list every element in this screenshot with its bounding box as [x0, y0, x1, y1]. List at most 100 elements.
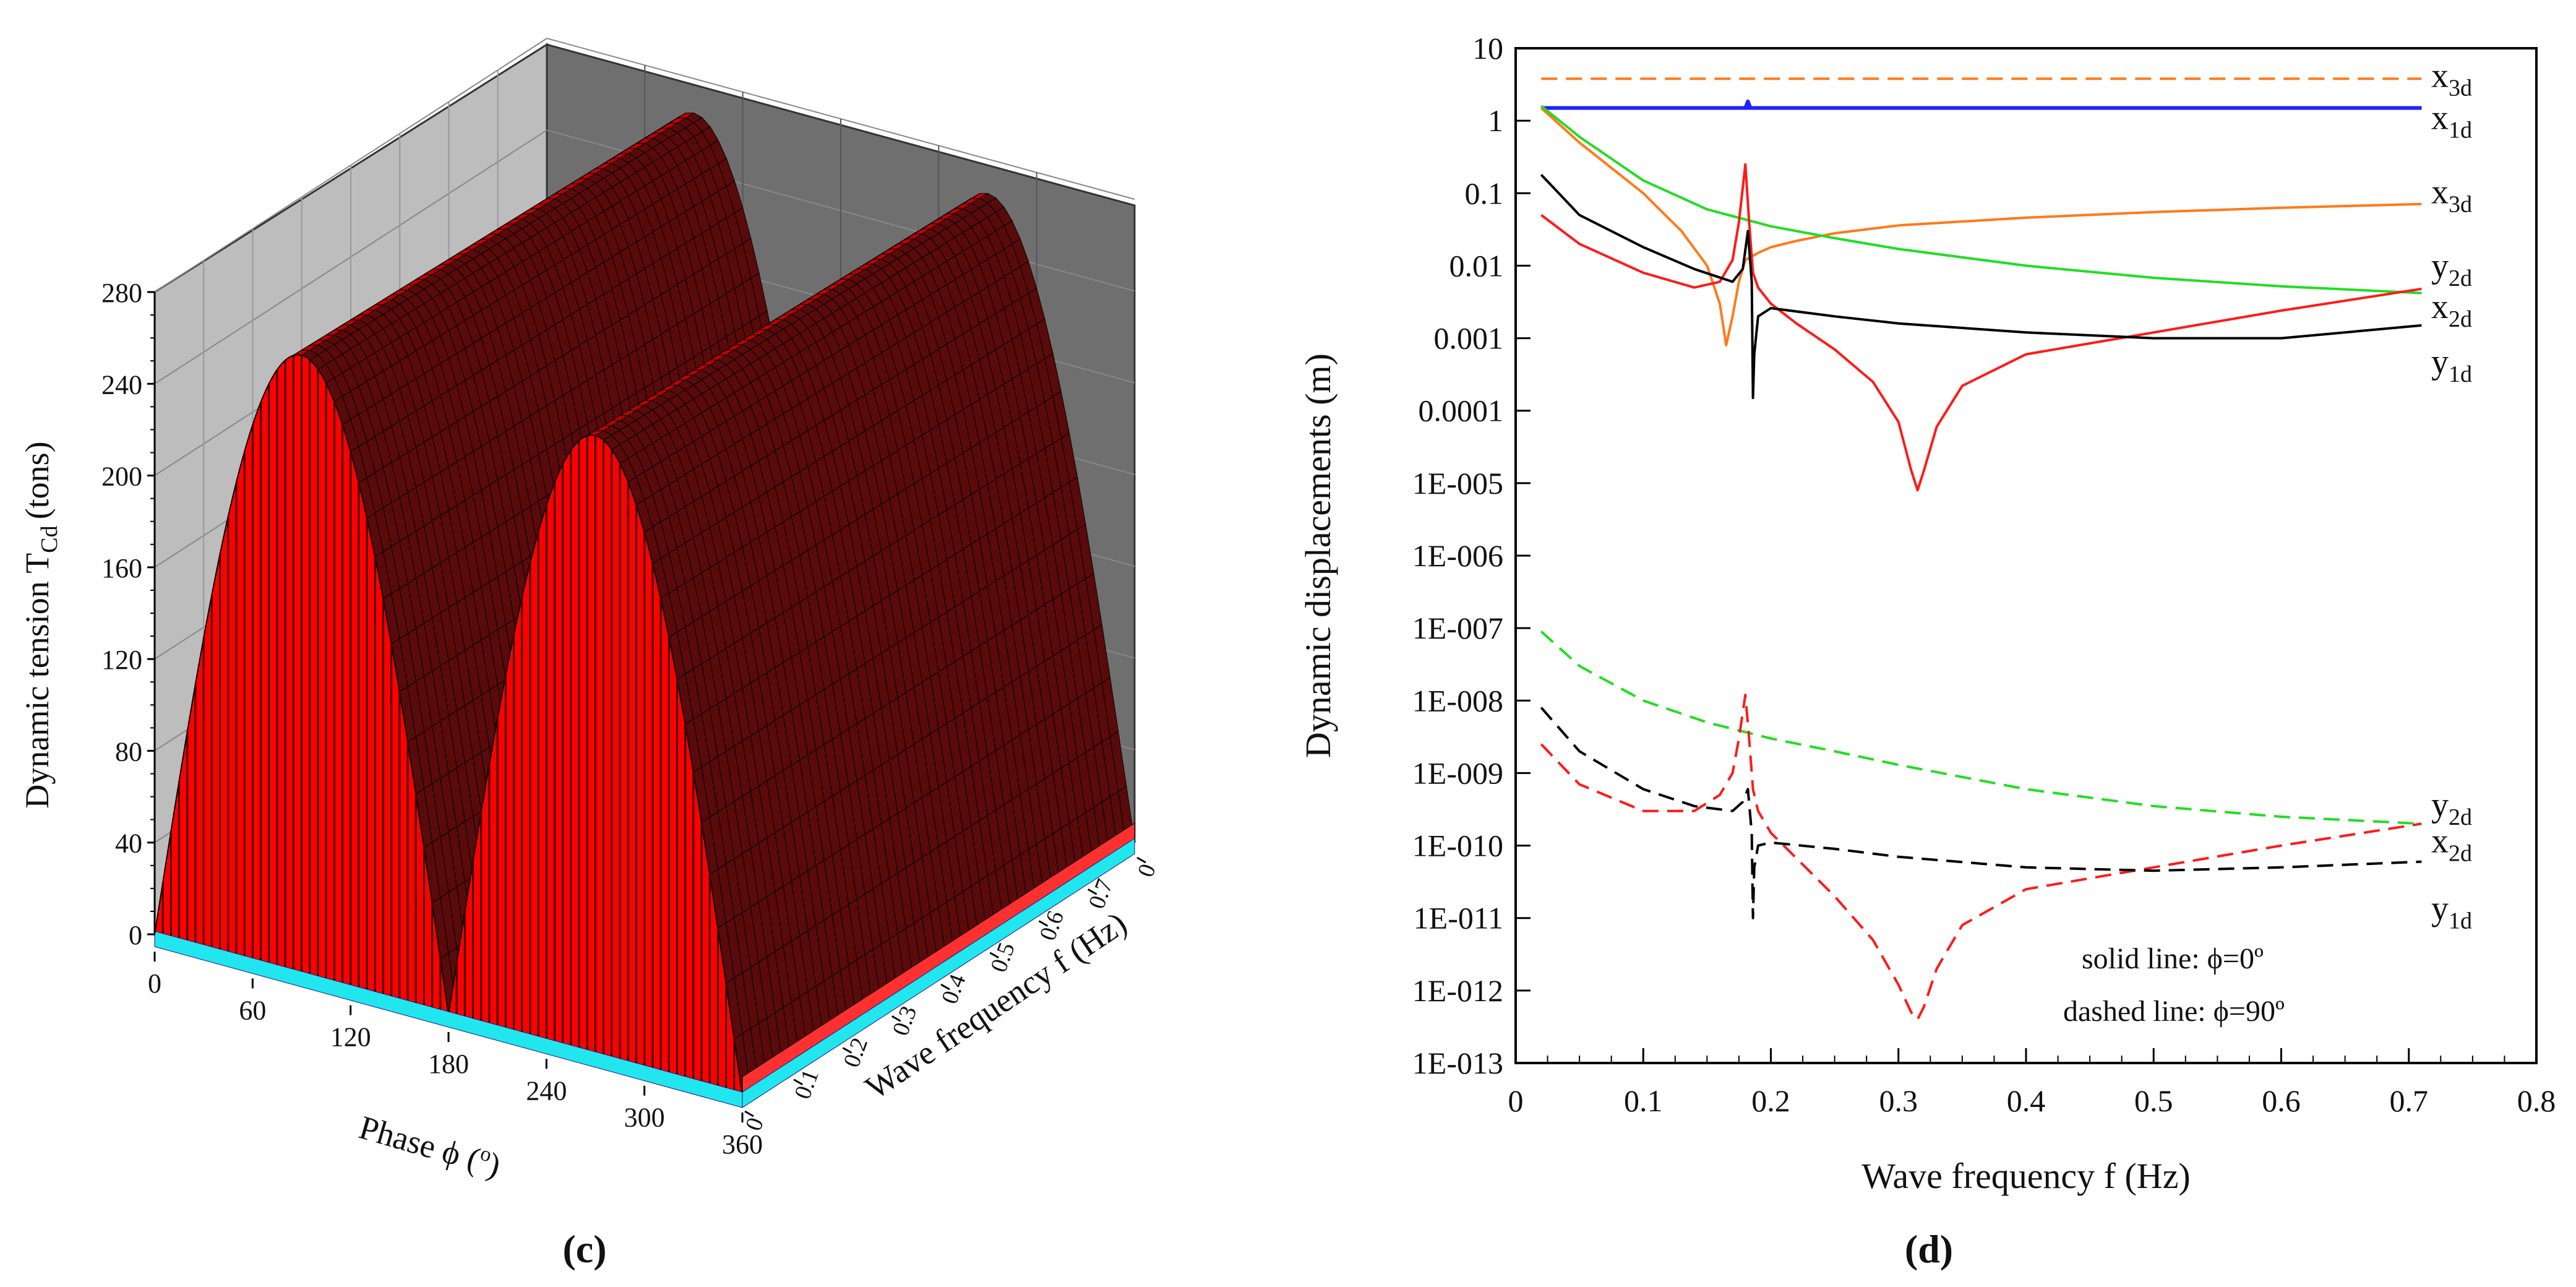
frequency-tick-label: 0 — [1133, 861, 1161, 880]
series-line-green-solid — [1540, 105, 2422, 295]
frequency-tick — [793, 1078, 803, 1086]
tension-tick-label: 280 — [101, 278, 142, 308]
x-tick-label: 0.6 — [2262, 1083, 2301, 1118]
panel-c-label: (c) — [562, 1227, 606, 1271]
x-tick-label: 0.5 — [2134, 1083, 2173, 1118]
series-label: y1d — [2431, 889, 2472, 934]
base-strip-right — [742, 838, 1135, 1108]
panel-d-line-chart: 10 1 0.1 0.01 0.001 0.0001 1E-005 1E-006 1E-007 1… — [1298, 31, 2556, 1271]
series-label-sub: 3d — [2449, 75, 2472, 101]
series-label-main: y — [2431, 889, 2449, 928]
series-label-main: y — [2431, 247, 2449, 285]
series-label-sub: 1d — [2449, 118, 2472, 144]
x-tick-label: 0 — [1508, 1083, 1524, 1118]
y-tick-label: 0.001 — [1434, 321, 1504, 356]
tension-axis-title: Dynamic tension TCd(tons) — [19, 441, 62, 808]
phase-tick-label: 240 — [526, 1075, 567, 1106]
series-label: y2d — [2431, 247, 2472, 291]
frequency-tick — [940, 983, 950, 991]
x-tick-label: 0.4 — [2007, 1083, 2046, 1118]
tension-tick-label: 80 — [115, 736, 142, 767]
phase-tick-label: 360 — [722, 1129, 763, 1160]
frequency-tick — [1038, 920, 1049, 927]
x-axis-title: Wave frequency f (Hz) — [1861, 1156, 2191, 1196]
x-tick-label: 0.3 — [1879, 1083, 1918, 1118]
series-label-main: x — [2431, 57, 2449, 95]
series-label-main: y — [2431, 786, 2449, 824]
series-label-main: x — [2431, 288, 2449, 326]
panel-d-label: (d) — [1905, 1227, 1953, 1271]
phase-tick-label: 60 — [239, 995, 266, 1025]
y-tick-label: 1E-013 — [1412, 1046, 1503, 1080]
series-label-main: y — [2431, 343, 2449, 381]
series-label-sub: 2d — [2449, 804, 2472, 830]
tension-tick-label: 0 — [129, 920, 142, 950]
plot-frame — [1514, 47, 2538, 1064]
phase-ticks: 0 60 120 180 240 300 360 — [148, 952, 763, 1160]
series-label: y1d — [2431, 343, 2472, 387]
y-tick-label: 1E-007 — [1412, 611, 1503, 645]
series-line-green-dashed — [1540, 631, 2422, 825]
legend-note-dashed: dashed line: ϕ=90º — [2063, 995, 2285, 1028]
tension-tick-label: 40 — [115, 829, 142, 859]
y-tick-label: 1E-012 — [1412, 973, 1503, 1008]
series-label-sub: 3d — [2449, 191, 2472, 217]
frequency-tick — [1136, 856, 1146, 864]
y-tick-label: 10 — [1472, 31, 1503, 66]
tension-surface — [153, 113, 1135, 1096]
x-tick-label: 0.1 — [1624, 1083, 1663, 1118]
series-label-main: x — [2431, 173, 2449, 211]
y-tick-label: 1E-010 — [1412, 829, 1503, 863]
series-label-sub: 2d — [2449, 841, 2472, 867]
phase-tick-label: 120 — [330, 1022, 371, 1052]
tension-tick-label: 120 — [101, 645, 142, 675]
series-label-sub: 2d — [2449, 265, 2472, 291]
x-tick-label: 0.8 — [2517, 1083, 2556, 1118]
series-label-sub: 1d — [2449, 361, 2472, 387]
series-line-orange-solid — [1540, 107, 2422, 346]
legend-note-solid: solid line: ϕ=0º — [2082, 942, 2264, 975]
frequency-tick — [744, 1110, 754, 1117]
y-tick-label: 1E-008 — [1412, 683, 1503, 718]
series-label-main: x — [2431, 822, 2449, 861]
y-tick-label: 0.01 — [1449, 248, 1504, 283]
series-label: x3d — [2431, 57, 2472, 101]
frequency-tick — [989, 952, 999, 959]
tension-ticks: 0 40 80 120 160 200 240 280 — [101, 278, 155, 950]
phase-tick-label: 0 — [148, 968, 161, 999]
y-tick-label: 1E-009 — [1412, 755, 1503, 790]
frequency-tick — [842, 1047, 852, 1054]
tension-tick-label: 240 — [101, 369, 142, 400]
phase-tick-label: 180 — [428, 1049, 469, 1079]
series-label-main: x — [2431, 99, 2449, 137]
y-axis-title: Dynamic displacements (m) — [1298, 353, 1338, 758]
series-label: y2d — [2431, 786, 2472, 830]
x-tick-label: 0.2 — [1751, 1083, 1790, 1118]
tension-tick-label: 200 — [101, 462, 142, 492]
y-tick-label: 1E-011 — [1414, 901, 1503, 936]
series-lines — [1540, 77, 2422, 1021]
phase-tick-label: 300 — [624, 1103, 665, 1133]
series-label: x2d — [2431, 822, 2472, 867]
y-tick-label: 1E-005 — [1412, 466, 1503, 501]
series-label: x1d — [2431, 99, 2472, 144]
series-label-sub: 2d — [2449, 306, 2472, 332]
series-line-black-dashed — [1540, 707, 2422, 919]
y-axis-ticks: 10 1 0.1 0.01 0.001 0.0001 1E-005 1E-006 1E-007 1… — [1412, 31, 1531, 1080]
frequency-tick — [891, 1015, 901, 1022]
series-label: x3d — [2431, 173, 2472, 217]
series-label: x2d — [2431, 288, 2472, 332]
x-axis-ticks: 0 0.1 0.2 0.3 0.4 0.5 0.6 0.7 0.8 — [1508, 1048, 2556, 1118]
phase-axis-title: Phase ϕ (o) — [355, 1108, 505, 1184]
series-line-black-solid — [1540, 174, 2422, 400]
y-tick-label: 0.1 — [1465, 176, 1504, 210]
series-line-red-dashed — [1540, 694, 2422, 1021]
frequency-tick — [1088, 888, 1097, 895]
tension-tick-label: 160 — [101, 553, 142, 583]
y-tick-label: 1E-006 — [1412, 538, 1503, 573]
y-tick-label: 0.0001 — [1419, 394, 1504, 428]
series-line-red-solid — [1540, 163, 2422, 492]
series-label-sub: 1d — [2449, 908, 2472, 934]
